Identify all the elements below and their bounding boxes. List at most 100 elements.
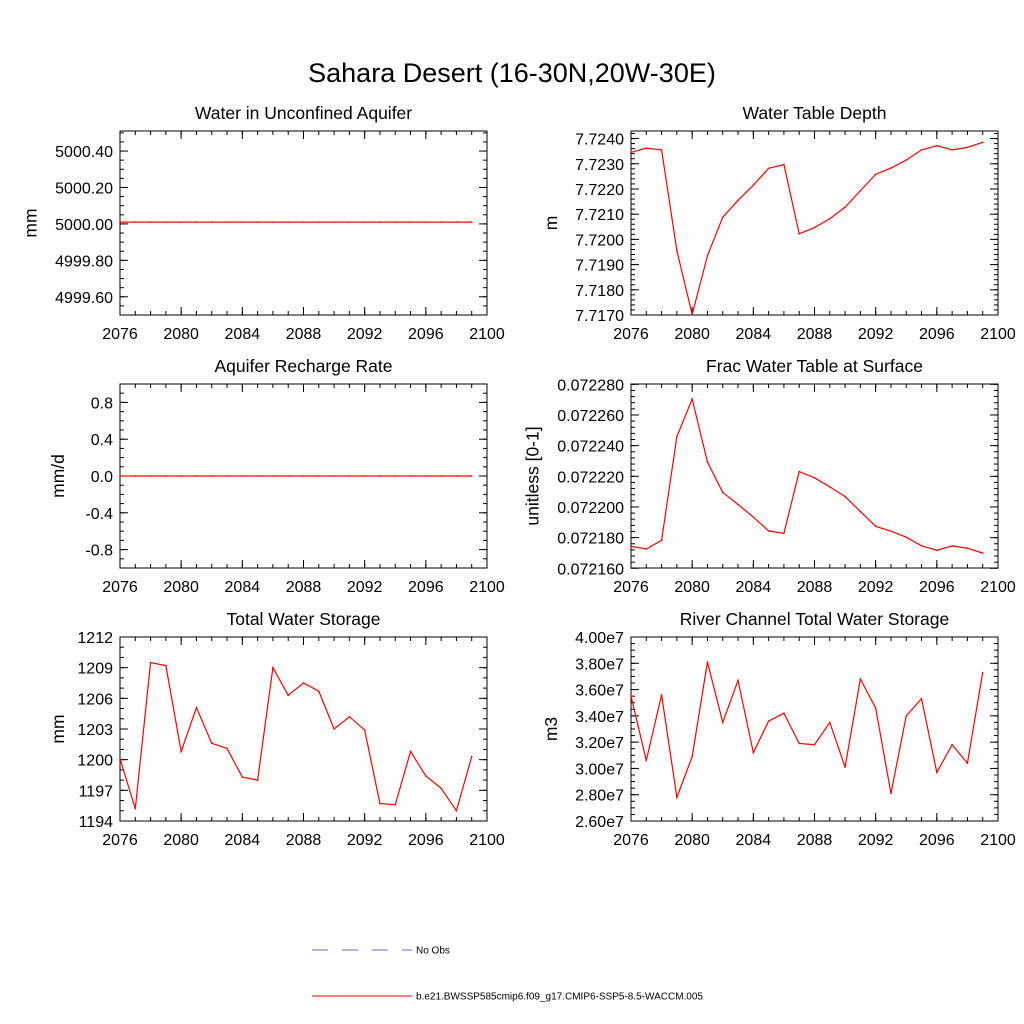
data-point [737,503,739,506]
data-point [737,679,739,682]
x-tick-label: 2084 [225,832,261,849]
data-point [317,690,320,692]
y-tick-label: 7.7230 [575,157,624,174]
data-point [210,742,213,745]
main-title: Sahara Desert (16-30N,20W-30E) [308,58,716,88]
data-point [890,792,892,795]
plot-frame [119,130,488,316]
x-tick-label: 2092 [858,832,894,849]
data-point [706,254,709,257]
data-point [272,221,274,223]
data-point [920,544,923,547]
data-point [660,149,663,151]
y-tick-label: 0.8 [91,395,113,412]
data-point [752,184,755,186]
data-point [379,221,381,223]
y-tick-label: 5000.40 [55,144,113,161]
y-tick-label: 0.0 [91,469,113,486]
chart-panel-2: Water Table Depth 2076 2080 2084 2088 2092 209… [541,103,1016,343]
y-tick-label: 1200 [77,753,113,770]
y-tick-label: 4999.60 [55,290,113,307]
x-tick-label: 2096 [919,326,955,343]
panel-title: River Channel Total Water Storage [680,609,949,629]
data-point [226,475,228,477]
data-point [134,807,137,810]
data-point [706,461,709,463]
y-tick-label: 2.80e7 [575,788,624,805]
data-point [752,516,755,518]
data-point [798,470,801,473]
y-tick-label: 0.072240 [557,439,624,456]
x-tick-label: 2096 [408,579,444,596]
y-tick-label: 1197 [79,783,114,800]
data-point [676,435,678,438]
plot-frame [630,383,999,569]
data-point [737,199,739,202]
data-point [813,226,816,229]
data-point [333,221,335,223]
series-line-1 [630,661,984,800]
x-tick-label: 2100 [980,326,1016,343]
data-point [676,249,678,252]
y-tick-label: 0.4 [91,432,113,449]
data-point [874,173,877,176]
y-tick-label: 3.20e7 [575,735,624,752]
data-point [363,729,366,731]
legend: No Obs b.e21.BWSSP585cmip6.f09_g17.CMIP6-… [312,946,703,1003]
data-point [920,697,923,700]
data-point [425,775,427,777]
data-point [951,743,953,746]
data-point [241,221,244,223]
data-point [798,233,801,235]
x-tick-label: 2100 [980,579,1016,596]
data-point [920,149,923,151]
data-point [721,721,724,724]
data-point [195,706,198,709]
x-tick-label: 2100 [469,832,505,849]
x-tick-label: 2076 [102,326,138,343]
legend-item-1: No Obs [312,946,450,957]
y-tick-label: 2.60e7 [575,814,624,831]
data-point [317,475,320,477]
y-tick-label: 3.60e7 [575,683,624,700]
data-point [287,221,290,223]
data-point [828,217,831,220]
data-point [165,221,167,223]
data-point [425,475,427,477]
data-point [256,475,259,477]
chart-panel-6: River Channel Total Water Storage 2076 208… [541,609,1016,849]
panels: Water in Unconfined Aquifer 2076 2080 2084 2… [21,103,1016,849]
x-tick-label: 2092 [858,579,894,596]
data-point [844,766,846,768]
data-point [272,666,274,669]
data-point [936,549,938,552]
chart-panel-5: Total Water Storage 2076 2080 2084 2088 2092 2… [48,609,505,849]
data-point [440,475,442,477]
y-tick-label: 1203 [77,722,113,739]
data-point [813,477,816,479]
data-point [721,216,724,218]
data-point [966,146,969,149]
data-point [119,221,121,223]
y-axis-label: mm/d [48,454,68,498]
data-point [691,755,693,758]
data-point [706,661,709,663]
data-point [981,671,984,674]
data-point [241,475,244,477]
data-point [676,796,678,799]
x-tick-label: 2092 [347,326,383,343]
x-tick-label: 2096 [919,579,955,596]
data-point [905,536,908,538]
x-tick-label: 2100 [980,832,1016,849]
x-tick-label: 2076 [613,579,649,596]
y-tick-label: 7.7170 [575,308,624,325]
y-tick-label: 0.072260 [557,408,624,425]
data-point [890,167,892,169]
y-tick-label: 3.80e7 [575,656,624,673]
x-tick-label: 2084 [736,579,772,596]
plot-frame [119,636,488,822]
x-tick-label: 2080 [674,832,710,849]
data-point [180,750,182,753]
data-point [981,552,984,554]
data-point [149,661,152,664]
